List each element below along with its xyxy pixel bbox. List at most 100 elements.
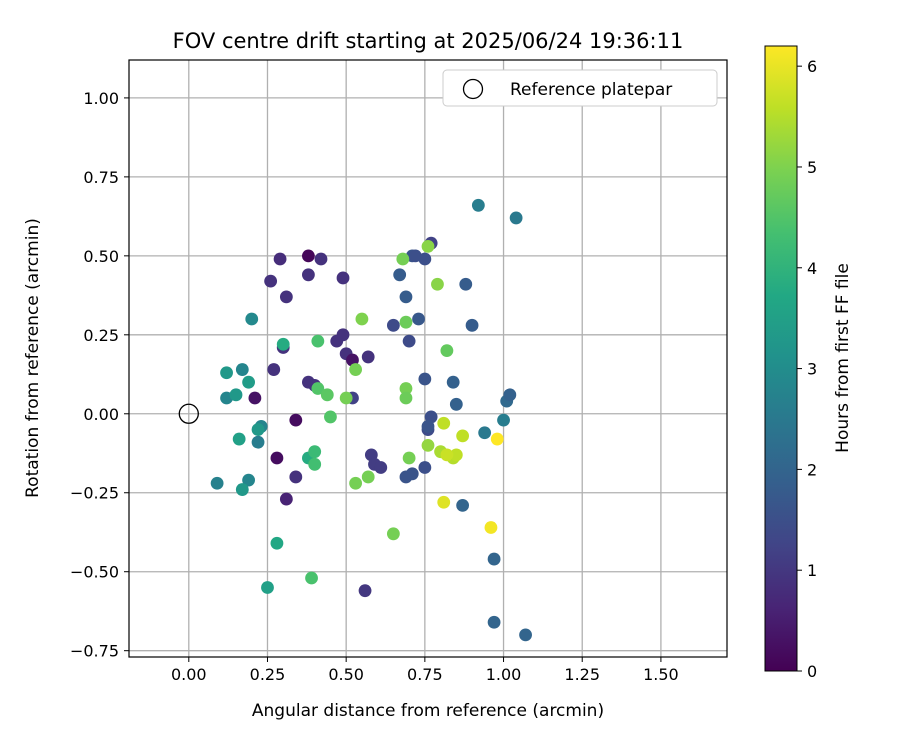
data-point [431, 277, 444, 291]
data-point [279, 492, 293, 506]
colorbar-ticks: 0 1 2 3 4 5 6 [797, 57, 817, 681]
data-point [270, 451, 284, 465]
data-point [311, 382, 325, 395]
data-point [302, 268, 315, 282]
data-point [399, 315, 413, 329]
colorbar-tick-label: 6 [807, 57, 817, 76]
data-point [361, 350, 375, 364]
data-point [349, 363, 363, 376]
y-tick-label: 0.50 [83, 247, 119, 266]
data-point [289, 413, 303, 427]
data-point [305, 571, 318, 585]
data-point [276, 337, 290, 351]
x-axis-label: Angular distance from reference (arcmin) [252, 701, 604, 721]
data-point [386, 318, 400, 332]
data-point [471, 198, 485, 212]
x-tick-label: 0.50 [328, 665, 364, 684]
data-point [264, 274, 278, 288]
data-point [245, 312, 259, 326]
data-point [358, 584, 372, 598]
data-point [418, 252, 432, 266]
x-tick-label: 1.25 [564, 665, 600, 684]
data-point [232, 432, 246, 446]
y-tick-label: −0.50 [70, 563, 119, 582]
data-point [478, 426, 492, 440]
data-point [220, 366, 233, 380]
data-point [509, 211, 523, 225]
data-point [421, 438, 435, 452]
data-point [484, 521, 498, 534]
data-point [446, 375, 460, 389]
data-point [273, 252, 287, 266]
colorbar-tick-label: 1 [807, 561, 817, 580]
data-point [248, 391, 262, 405]
data-point [336, 271, 350, 285]
data-point [235, 483, 249, 496]
x-tick-label: 0.25 [250, 665, 286, 684]
x-tick-label: 1.50 [643, 665, 679, 684]
data-point [440, 344, 454, 358]
data-point [418, 372, 432, 386]
data-point [487, 615, 501, 629]
data-point [437, 495, 451, 509]
data-point [349, 476, 363, 490]
colorbar-tick-label: 5 [807, 158, 817, 177]
colorbar-tick-label: 4 [807, 259, 817, 278]
data-point [330, 334, 344, 348]
data-point [490, 432, 504, 446]
data-points [210, 198, 532, 642]
data-point [402, 451, 416, 465]
data-point [465, 318, 479, 332]
data-point [456, 498, 470, 512]
colorbar-tick-label: 2 [807, 460, 817, 479]
data-point [412, 312, 425, 326]
data-point [235, 363, 249, 376]
x-tick-label: 0.75 [407, 665, 443, 684]
data-point [440, 448, 454, 462]
data-point [242, 473, 256, 487]
data-point [361, 470, 375, 484]
data-point [324, 410, 337, 424]
y-tick-label: −0.75 [70, 642, 119, 661]
reference-platepar-marker [178, 403, 199, 424]
data-point [402, 334, 416, 348]
legend: Reference platepar [442, 69, 718, 107]
y-tick-label: 0.75 [83, 168, 119, 187]
legend-label: Reference platepar [510, 80, 672, 100]
data-point [308, 445, 322, 459]
data-point [418, 461, 432, 474]
data-point [229, 388, 243, 402]
data-point [519, 628, 532, 642]
data-point [396, 252, 410, 266]
data-point [421, 239, 435, 253]
colorbar-tick-label: 3 [807, 360, 817, 379]
colorbar: 0 1 2 3 4 5 6 Hours from first FF file [764, 45, 853, 681]
colorbar-gradient [764, 45, 798, 672]
x-axis-ticks: 0.00 0.25 0.50 0.75 1.00 1.25 1.50 [171, 657, 679, 684]
reference-marker-group [178, 403, 199, 424]
chart-title: FOV centre drift starting at 2025/06/24 … [173, 29, 684, 53]
data-point [497, 413, 510, 427]
data-point [399, 382, 413, 395]
data-point [251, 435, 265, 449]
plot-frame [128, 59, 728, 658]
data-point [311, 334, 325, 348]
y-tick-label: 1.00 [83, 89, 119, 108]
data-point [449, 397, 463, 411]
x-tick-label: 1.00 [486, 665, 522, 684]
data-point [339, 391, 353, 405]
data-point [251, 423, 265, 436]
y-tick-label: 0.25 [83, 326, 119, 345]
data-point [459, 277, 473, 291]
data-point [267, 363, 281, 376]
data-point [279, 290, 293, 304]
data-point [314, 252, 328, 266]
y-tick-label: −0.25 [70, 484, 119, 503]
data-point [421, 420, 435, 433]
data-point [487, 552, 501, 566]
data-point [242, 375, 256, 389]
y-axis-label: Rotation from reference (arcmin) [23, 218, 43, 498]
data-point [386, 527, 400, 541]
y-tick-label: 0.00 [83, 405, 119, 424]
legend-box [442, 69, 718, 107]
